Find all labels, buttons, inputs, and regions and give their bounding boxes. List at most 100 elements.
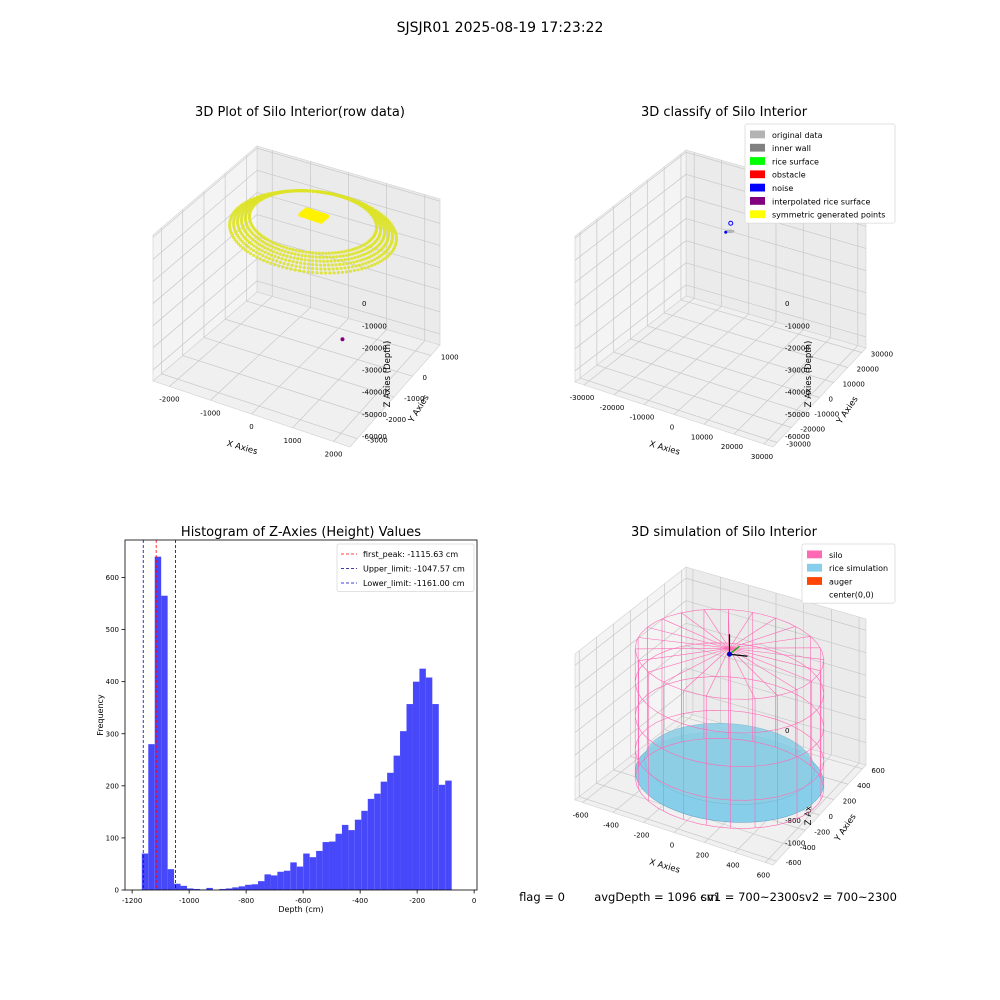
panel1-point [273, 254, 277, 258]
panel1-point [265, 260, 269, 264]
panel1-point [360, 201, 365, 206]
histogram-bar [232, 887, 239, 890]
footer-sv2: sv2 = 700~2300 [799, 890, 897, 904]
x-grid-floor [251, 318, 349, 415]
panel1-point [353, 256, 357, 260]
panel1-point [296, 257, 300, 261]
x-axis-label: X Axies [648, 857, 681, 875]
panel1-point [246, 250, 250, 254]
z-grid-side [574, 284, 687, 372]
panel2-noise-point [728, 220, 734, 226]
panel4-legend-box [801, 543, 896, 604]
panel1-points [228, 188, 399, 275]
panel1-point [348, 269, 353, 273]
panel-raw-data-3d: 3D Plot of Silo Interior(row data)-2000-… [152, 105, 459, 459]
panel1-point [366, 265, 371, 269]
panel1-point [311, 259, 315, 263]
y-grid-floor [579, 796, 777, 862]
panel1-point [356, 255, 360, 259]
z-tick-label: -800 [785, 817, 801, 825]
y-tick-label: -3000 [367, 437, 387, 445]
z-grid-side [574, 151, 687, 239]
panel2-legend-label: rice surface [772, 157, 819, 166]
panel3-legend-label: Upper_limit: -1047.57 cm [363, 565, 465, 574]
y-grid-floor [203, 337, 395, 398]
panel1-point [324, 251, 328, 255]
panel1-point [257, 252, 262, 256]
panel1-point [339, 266, 343, 270]
panel1-point [341, 195, 346, 199]
panel1-point [347, 265, 351, 270]
panel1-point [269, 248, 273, 252]
z-grid-back [256, 236, 441, 291]
panel1-point [250, 242, 254, 246]
histogram-bar [425, 677, 433, 890]
panel2-legend-swatch [750, 130, 765, 139]
panel1-point [263, 250, 267, 254]
histogram-bar [258, 881, 265, 890]
x-grid-floor [333, 340, 426, 442]
panel1-point [370, 264, 374, 268]
x-tick-label: -400 [603, 822, 619, 830]
panel1-point [310, 262, 315, 267]
histogram-bar [277, 871, 284, 890]
x-tick-label: 0 [472, 897, 476, 905]
panel1-point [273, 242, 277, 246]
panel1-point [336, 250, 341, 255]
y-tick-label: 0 [829, 396, 833, 404]
panel1-point [341, 254, 345, 258]
panel1-point [243, 248, 247, 252]
x-tick-label: 200 [696, 852, 709, 860]
panel1-point [370, 259, 374, 263]
panel3-title: Histogram of Z-Axies (Height) Values [181, 525, 421, 540]
panel3-frame [124, 539, 478, 891]
panel2-legend-label: inner wall [772, 144, 811, 153]
y-tick-label: -1000 [404, 395, 424, 403]
panel1-point [340, 250, 344, 254]
panel1-point [336, 271, 340, 275]
x-tick-label: 400 [726, 862, 739, 870]
panel1-point [240, 239, 244, 243]
histogram-bar [251, 884, 259, 890]
x-tick-label: -1000 [179, 897, 199, 905]
silo-roof-line [703, 609, 730, 649]
panel1-point [268, 239, 272, 243]
panel1-point [268, 244, 272, 248]
panel1-point [235, 240, 239, 244]
panel1-point [277, 264, 281, 268]
z-grid-side [152, 258, 258, 349]
z-grid-back [685, 690, 867, 743]
y-grid-floor [579, 377, 778, 443]
panel1-point [307, 254, 311, 259]
panel1-point [291, 260, 295, 264]
panel1-point [325, 259, 330, 263]
panel1-point [344, 270, 349, 274]
panel1-point [310, 270, 315, 274]
panel4-legend-label: center(0,0) [829, 591, 874, 600]
silo-roof-line [729, 647, 812, 682]
x-tick-label: -600 [295, 897, 311, 905]
panel1-point [356, 250, 360, 254]
panel1-point [318, 263, 323, 267]
z-grid-back [685, 645, 867, 698]
panel1-point [372, 257, 377, 262]
y-tick-label: -10000 [814, 411, 839, 419]
panel1-point [348, 261, 353, 265]
z-grid-side [574, 600, 687, 688]
panel1-point [269, 253, 274, 257]
x-tick-label: -20000 [600, 404, 625, 412]
silo-roof-line [729, 648, 778, 696]
panel1-point [373, 247, 377, 251]
panel2-noise-point [724, 230, 728, 234]
y-tick-label: 100 [106, 834, 119, 842]
x-tick-label: 0 [249, 423, 253, 431]
footer-avg-depth: avgDepth = 1096 cm [594, 890, 718, 904]
panel1-point [352, 268, 356, 273]
panel1-point [322, 263, 327, 267]
z-grid-back [256, 192, 441, 246]
panel1-point [289, 267, 293, 271]
histogram-bar [148, 744, 155, 890]
z-tick-label: -60000 [362, 433, 387, 441]
y-tick-label: 200 [106, 782, 119, 790]
panel1-point [294, 248, 298, 252]
